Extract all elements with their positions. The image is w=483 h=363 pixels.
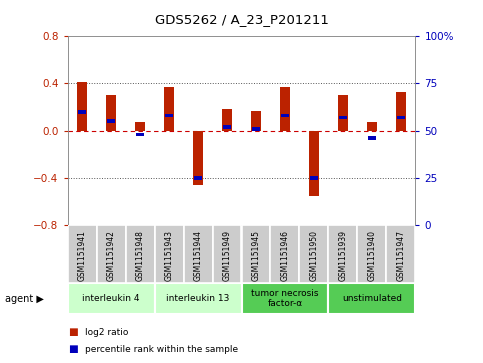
Bar xyxy=(369,136,376,140)
Text: GSM1151947: GSM1151947 xyxy=(397,230,405,281)
Bar xyxy=(164,87,174,131)
Bar xyxy=(97,225,126,283)
Text: GSM1151942: GSM1151942 xyxy=(107,230,115,281)
Bar xyxy=(242,283,328,314)
Bar xyxy=(357,225,386,283)
Bar xyxy=(398,116,405,119)
Bar xyxy=(367,122,377,131)
Bar xyxy=(328,225,357,283)
Text: GSM1151939: GSM1151939 xyxy=(339,230,347,281)
Text: interleukin 13: interleukin 13 xyxy=(166,294,230,303)
Bar xyxy=(282,114,289,117)
Text: GSM1151944: GSM1151944 xyxy=(194,230,202,281)
Text: unstimulated: unstimulated xyxy=(342,294,402,303)
Bar xyxy=(396,92,406,131)
Bar xyxy=(311,176,318,180)
Bar xyxy=(79,110,86,114)
Bar xyxy=(155,225,184,283)
Bar xyxy=(386,225,415,283)
Text: tumor necrosis
factor-α: tumor necrosis factor-α xyxy=(251,289,319,308)
Bar xyxy=(242,225,270,283)
Bar xyxy=(184,225,213,283)
Bar xyxy=(77,82,87,131)
Text: GDS5262 / A_23_P201211: GDS5262 / A_23_P201211 xyxy=(155,13,328,26)
Bar xyxy=(299,225,328,283)
Bar xyxy=(126,225,155,283)
Bar xyxy=(340,116,347,119)
Bar xyxy=(135,122,145,131)
Text: GSM1151946: GSM1151946 xyxy=(281,230,289,281)
Text: ■: ■ xyxy=(68,344,77,354)
Text: GSM1151948: GSM1151948 xyxy=(136,230,144,281)
Text: percentile rank within the sample: percentile rank within the sample xyxy=(85,345,238,354)
Bar xyxy=(68,225,97,283)
Bar xyxy=(108,119,115,123)
Bar xyxy=(222,110,232,131)
Text: log2 ratio: log2 ratio xyxy=(85,328,128,337)
Bar xyxy=(213,225,242,283)
Bar xyxy=(251,111,261,131)
Bar xyxy=(193,131,203,185)
Bar xyxy=(338,95,348,131)
Text: GSM1151940: GSM1151940 xyxy=(368,230,376,281)
Text: GSM1151941: GSM1151941 xyxy=(78,230,86,281)
Text: ■: ■ xyxy=(68,327,77,337)
Text: GSM1151949: GSM1151949 xyxy=(223,230,231,281)
Bar xyxy=(224,125,231,129)
Text: interleukin 4: interleukin 4 xyxy=(82,294,140,303)
Bar xyxy=(280,87,290,131)
Bar xyxy=(253,127,260,131)
Text: GSM1151945: GSM1151945 xyxy=(252,230,260,281)
Bar xyxy=(270,225,299,283)
Bar xyxy=(165,114,173,117)
Bar xyxy=(68,283,155,314)
Text: GSM1151943: GSM1151943 xyxy=(165,230,173,281)
Text: GSM1151950: GSM1151950 xyxy=(310,230,318,281)
Bar xyxy=(137,133,144,136)
Bar xyxy=(328,283,415,314)
Bar xyxy=(309,131,319,196)
Bar xyxy=(106,95,116,131)
Bar xyxy=(195,176,202,180)
Bar xyxy=(155,283,242,314)
Text: agent ▶: agent ▶ xyxy=(5,294,43,305)
